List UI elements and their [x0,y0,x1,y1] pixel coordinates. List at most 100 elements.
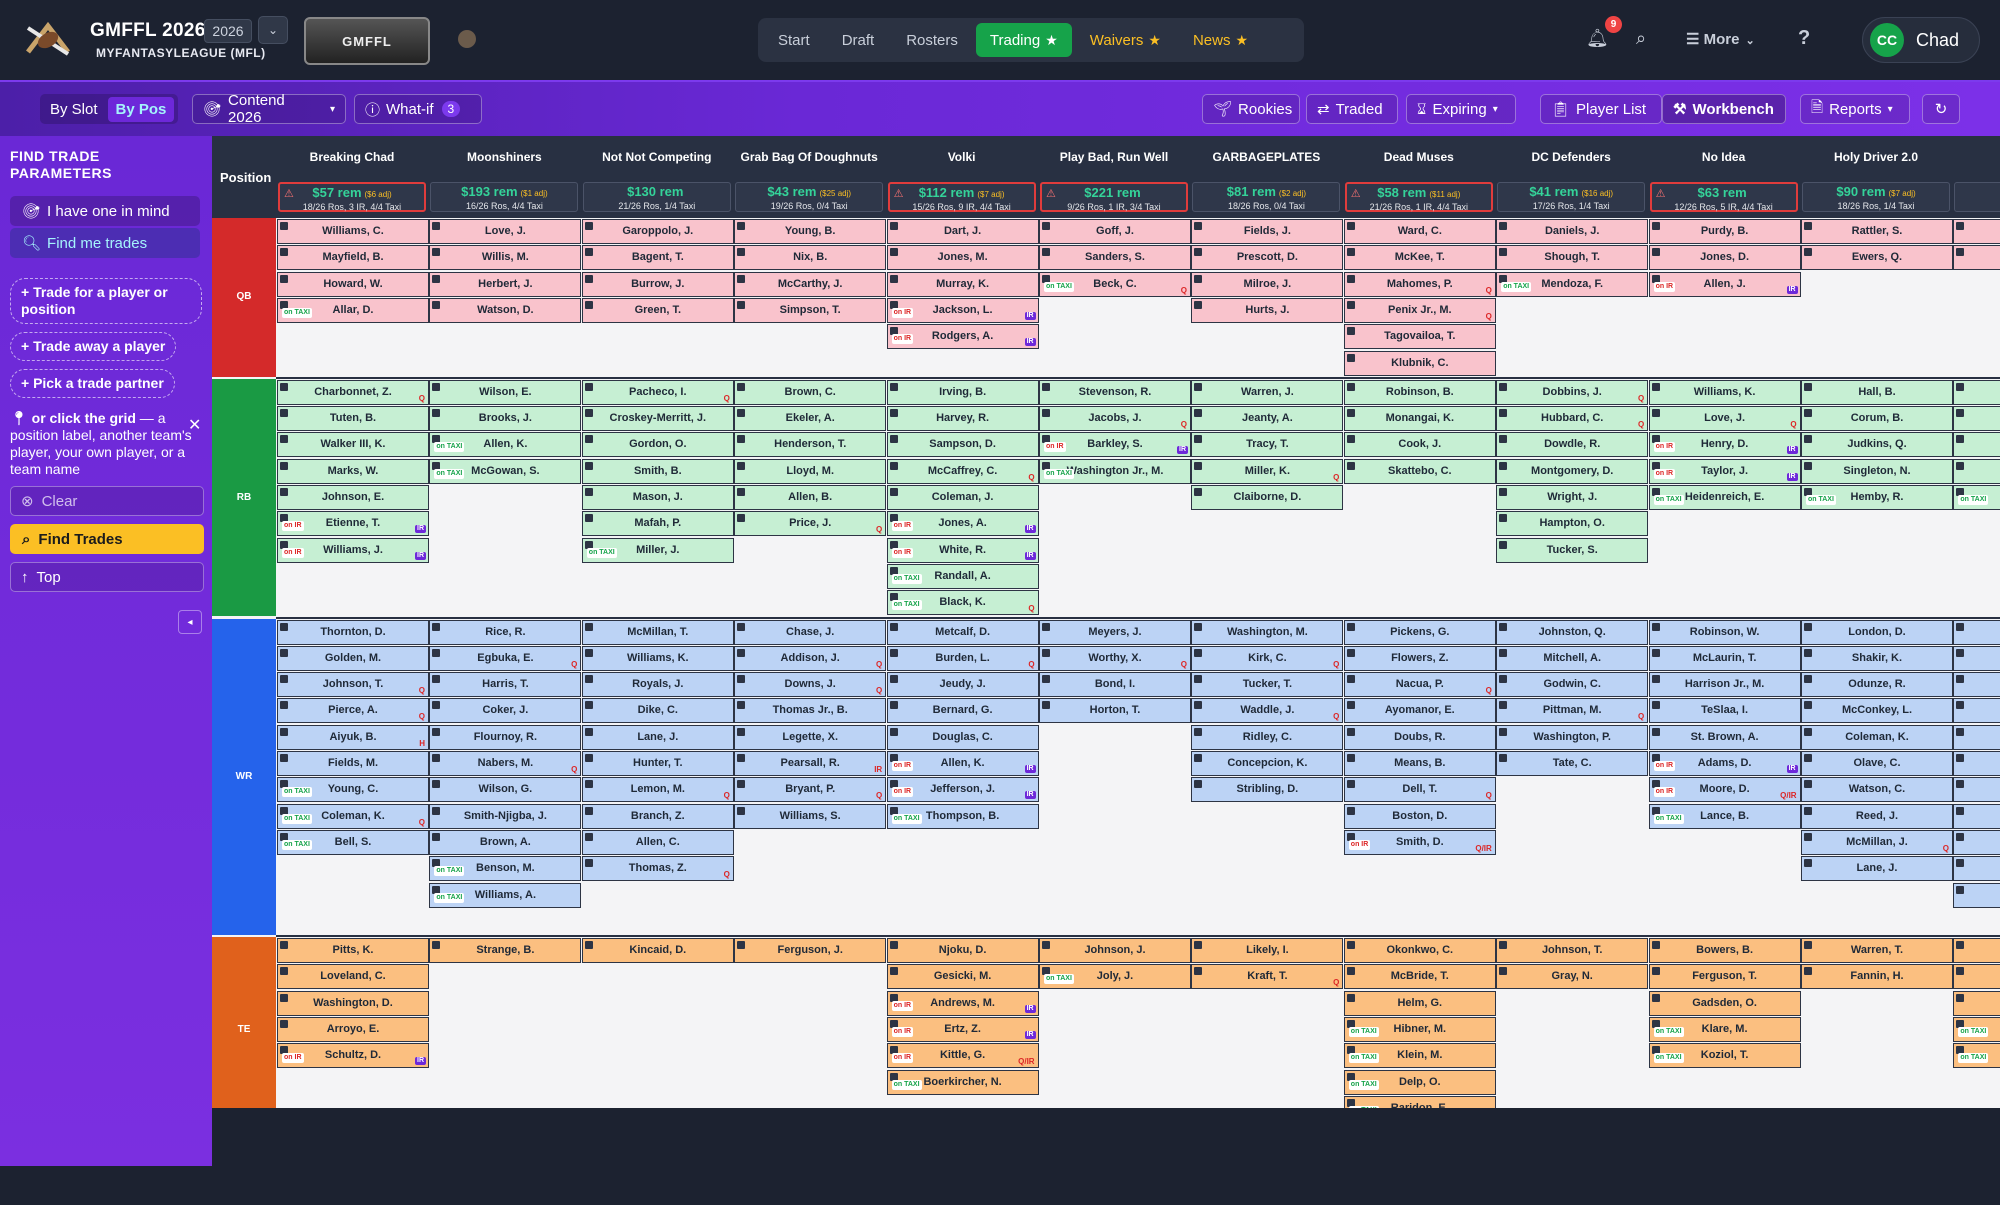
checkbox-icon[interactable] [1346,1046,1355,1055]
checkbox-icon[interactable] [737,248,746,257]
checkbox-icon[interactable] [1346,967,1355,976]
checkbox-icon[interactable] [737,780,746,789]
checkbox-icon[interactable] [432,885,441,894]
player-cell[interactable]: Monangai, K. [1343,406,1496,432]
player-cell[interactable]: Wilson, E. [429,379,582,405]
traded-button[interactable]: ⇄ Traded [1306,94,1398,124]
player-cell[interactable]: Jeanty, A. [1191,406,1344,432]
player-cell[interactable]: Pearsall, R. IR [734,751,887,776]
team-column-header[interactable]: Holy Driver 2.0 $90 rem ($7 adj) 18/26 Ros,… [1800,136,1952,218]
player-cell[interactable]: Allen, K. on TAXI [429,432,582,458]
checkbox-icon[interactable] [1956,488,1965,496]
checkbox-icon[interactable] [1651,967,1660,976]
player-cell[interactable] [1953,619,2000,645]
player-cell[interactable]: Thornton, D. [277,619,429,645]
player-cell[interactable]: Smith, D. on IR Q/IR [1343,829,1496,855]
checkbox-icon[interactable] [1499,409,1508,418]
player-cell[interactable]: Hampton, O. [1496,511,1649,537]
nav-news[interactable]: News ★ [1179,23,1262,57]
player-cell[interactable]: Williams, S. [734,803,887,829]
player-cell[interactable]: Coleman, J. [886,485,1039,510]
player-cell[interactable]: Joly, J. on TAXI [1039,964,1191,990]
checkbox-icon[interactable] [1804,727,1812,736]
player-cell[interactable]: Burrow, J. [581,271,734,297]
player-cell[interactable]: Dowdle, R. [1496,432,1649,458]
player-cell[interactable]: Mendoza, F. on TAXI [1496,271,1649,297]
checkbox-icon[interactable] [1194,727,1203,736]
whatif-button[interactable]: ⓘ What-if 3 [354,94,482,124]
player-cell[interactable]: Johnson, T. Q [277,672,429,698]
checkbox-icon[interactable] [889,967,898,976]
player-cell[interactable]: Love, J. Q [1648,406,1801,432]
player-cell[interactable]: Shough, T. [1496,245,1649,271]
checkbox-icon[interactable] [889,540,898,549]
rookies-button[interactable]: 🌱︎ Rookies [1202,94,1300,124]
checkbox-icon[interactable] [1346,222,1355,230]
player-cell[interactable]: Branch, Z. [581,803,734,829]
checkbox-icon[interactable] [1194,461,1203,470]
checkbox-icon[interactable] [280,806,288,815]
team-column-header[interactable]: Not Not Competing $130 rem 21/26 Ros, 1/4 … [581,136,733,218]
checkbox-icon[interactable] [584,622,593,631]
cap-summary[interactable]: ⚠ $221 rem 9/26 Ros, 1 IR, 3/4 Taxi [1040,182,1188,212]
team-name[interactable]: Moonshiners [467,150,542,164]
player-cell[interactable]: Pitts, K. [277,938,429,964]
top-button[interactable]: ↑ Top [10,562,204,592]
checkbox-icon[interactable] [584,859,593,868]
clear-button[interactable]: ⊗ Clear [10,486,204,516]
checkbox-icon[interactable] [1804,435,1812,444]
player-list-button[interactable]: 📋︎ Player List [1540,94,1662,124]
checkbox-icon[interactable] [1499,675,1508,684]
checkbox-icon[interactable] [1346,941,1355,950]
player-cell[interactable] [1953,724,2000,750]
player-cell[interactable]: Allen, C. [581,829,734,855]
checkbox-icon[interactable] [1346,461,1355,470]
cap-summary[interactable]: ⚠ $63 rem 12/26 Ros, 5 IR, 4/4 Taxi [1649,182,1798,212]
player-cell[interactable]: Pittman, M. Q [1496,698,1649,724]
team-column-header[interactable]: Grab Bag Of Doughnuts $43 rem ($25 adj) 19/… [733,136,885,218]
player-cell[interactable]: Jones, A. on IR IR [886,511,1039,537]
player-cell[interactable]: Okonkwo, C. [1343,938,1496,964]
player-cell[interactable]: Dell, T. Q [1343,777,1496,803]
player-cell[interactable]: Jeudy, J. [886,672,1039,698]
player-cell[interactable]: Price, J. Q [734,511,887,537]
checkbox-icon[interactable] [889,514,898,523]
checkbox-icon[interactable] [1346,1072,1355,1081]
checkbox-icon[interactable] [432,435,441,444]
player-cell[interactable]: Tate, C. [1496,751,1649,776]
checkbox-icon[interactable] [280,967,288,976]
checkbox-icon[interactable] [1346,806,1355,815]
position-label-qb[interactable]: QB [236,291,252,303]
checkbox-icon[interactable] [280,1020,288,1028]
checkbox-icon[interactable] [1346,701,1355,710]
checkbox-icon[interactable] [737,409,746,418]
player-cell[interactable]: Koziol, T. on TAXI [1648,1043,1801,1069]
checkbox-icon[interactable] [1499,222,1508,230]
checkbox-icon[interactable] [1346,435,1355,444]
checkbox-icon[interactable] [280,941,288,950]
checkbox-icon[interactable] [584,648,593,657]
player-cell[interactable]: Daniels, J. [1496,219,1649,244]
checkbox-icon[interactable] [1651,222,1660,230]
player-cell[interactable]: Njoku, D. [886,938,1039,964]
player-cell[interactable]: Bond, I. [1039,672,1191,698]
checkbox-icon[interactable] [1194,754,1203,762]
checkbox-icon[interactable] [1346,622,1355,631]
player-cell[interactable]: Hurts, J. [1191,297,1344,323]
checkbox-icon[interactable] [889,274,898,283]
player-cell[interactable] [1953,777,2000,803]
checkbox-icon[interactable] [432,622,441,631]
checkbox-icon[interactable] [1346,300,1355,309]
player-cell[interactable]: Allen, J. on IR IR [1648,271,1801,297]
checkbox-icon[interactable] [1651,780,1660,789]
checkbox-icon[interactable] [1956,648,1965,657]
checkbox-icon[interactable] [1042,222,1050,230]
player-cell[interactable]: Harris, T. [429,672,582,698]
checkbox-icon[interactable] [1042,675,1050,684]
player-cell[interactable]: Legette, X. [734,724,887,750]
checkbox-icon[interactable] [584,727,593,736]
player-cell[interactable]: Strange, B. [429,938,582,964]
team-column-header[interactable]: Play Bad, Run Well ⚠ $221 rem 9/26 Ros, 1 I… [1038,136,1190,218]
player-cell[interactable]: Miller, K. Q [1191,458,1344,484]
checkbox-icon[interactable] [889,461,898,470]
